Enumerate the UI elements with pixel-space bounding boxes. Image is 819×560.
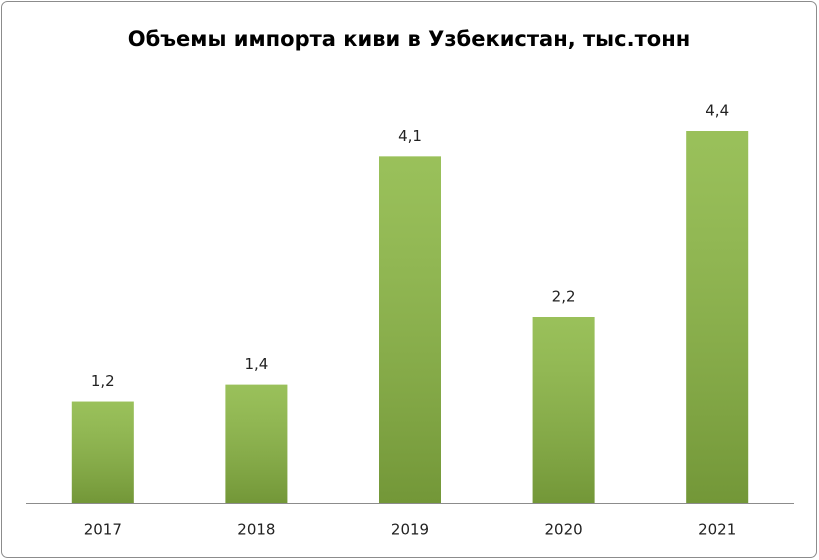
value-label: 4,1 [398, 127, 422, 145]
x-tick-label: 2017 [84, 521, 122, 539]
bar [71, 401, 134, 503]
x-tick-label: 2018 [237, 521, 275, 539]
bar [532, 317, 595, 503]
value-label: 4,4 [705, 102, 729, 120]
value-label: 1,2 [91, 372, 115, 390]
bar [225, 384, 288, 503]
chart-title: Объемы импорта киви в Узбекистан, тыс.то… [128, 27, 690, 51]
x-tick-label: 2019 [391, 521, 429, 539]
bar [686, 131, 749, 503]
value-label: 1,4 [244, 355, 268, 373]
bar [379, 156, 441, 503]
value-label: 2,2 [552, 288, 576, 306]
x-tick-label: 2020 [545, 521, 583, 539]
x-tick-label: 2021 [698, 521, 736, 539]
